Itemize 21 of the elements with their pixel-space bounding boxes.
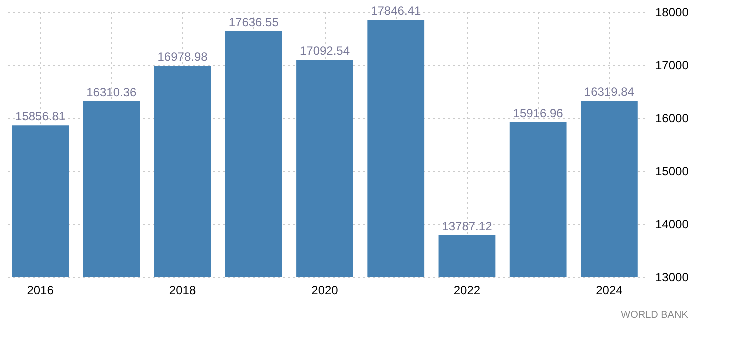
- data-label: 16319.84: [584, 85, 635, 100]
- data-label: 15916.96: [513, 106, 564, 120]
- x-tick-label: 2020: [312, 284, 339, 298]
- y-tick-label: 13000: [656, 270, 690, 284]
- data-label: 16310.36: [86, 86, 138, 100]
- data-label: 17846.41: [371, 4, 422, 18]
- x-tick-label: 2018: [169, 284, 196, 298]
- text: WORLD BANK: [621, 310, 689, 321]
- y-tick-label: 17000: [656, 58, 690, 72]
- data-label: 13787.12: [442, 219, 493, 234]
- data-label: 17636.55: [228, 15, 280, 30]
- y-tick-label: 15000: [656, 164, 690, 178]
- x-tick-label: 2024: [596, 284, 624, 298]
- data-label: 15856.81: [16, 110, 66, 124]
- y-tick-label: 16000: [656, 112, 690, 126]
- y-tick-label: 14000: [656, 218, 690, 232]
- x-tick-label: 2022: [454, 284, 481, 298]
- x-tick-label: 2016: [27, 284, 54, 298]
- y-tick-label: 18000: [656, 6, 690, 20]
- data-label: 16978.98: [158, 50, 208, 64]
- data-label: 17092.54: [300, 44, 350, 58]
